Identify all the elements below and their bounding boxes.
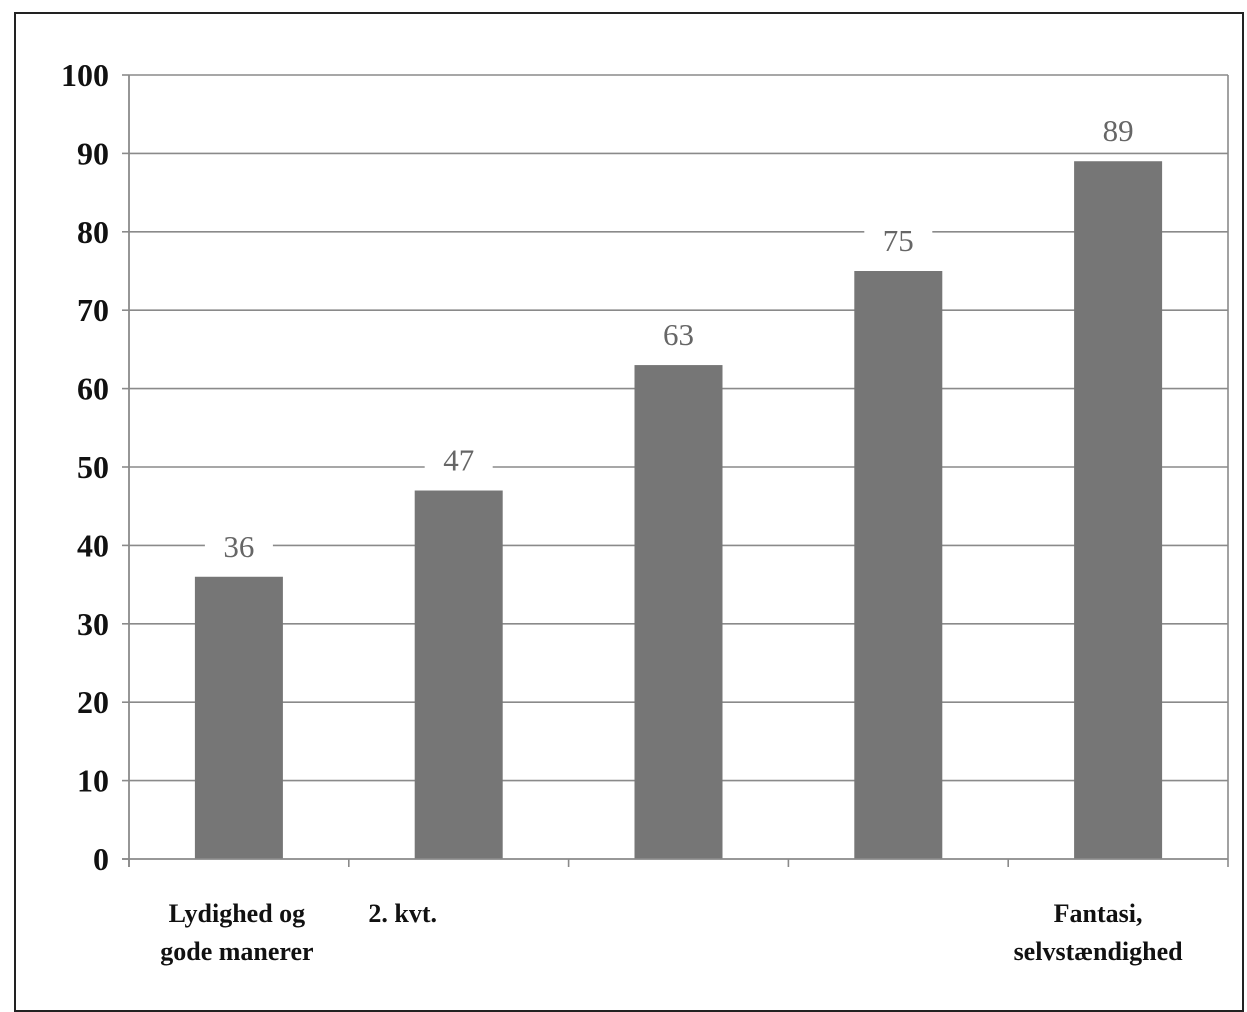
data-label-background [204, 528, 273, 563]
y-tick-label: 50 [77, 449, 109, 485]
y-tick-label: 20 [77, 684, 109, 720]
bar [854, 271, 943, 859]
y-tick-label: 90 [77, 135, 109, 171]
x-category-label: selvstændighed [1014, 937, 1184, 966]
data-label: 89 [1103, 113, 1134, 148]
y-tick-label: 30 [77, 606, 109, 642]
y-tick-label: 80 [77, 214, 109, 250]
bar [634, 365, 723, 859]
x-category-label: Lydighed og [169, 899, 306, 928]
y-tick-label: 40 [77, 527, 109, 563]
data-label-background [644, 317, 713, 352]
data-label: 36 [223, 529, 254, 564]
x-category-label: Fantasi, [1054, 899, 1143, 928]
data-label: 63 [663, 317, 694, 352]
x-category-label: gode manerer [160, 937, 313, 966]
data-label: 75 [883, 223, 914, 258]
data-label-background [424, 442, 493, 477]
data-label-background [1084, 113, 1153, 148]
y-tick-label: 70 [77, 292, 109, 328]
y-tick-label: 60 [77, 371, 109, 407]
x-category-label: 2. kvt. [368, 899, 437, 928]
bar [194, 576, 283, 859]
data-label: 47 [443, 443, 474, 478]
data-label-background [864, 223, 933, 257]
bar [414, 490, 503, 859]
bar [1074, 161, 1163, 860]
y-tick-label: 10 [77, 763, 109, 799]
y-tick-label: 100 [61, 57, 109, 93]
y-tick-label: 0 [93, 841, 109, 877]
